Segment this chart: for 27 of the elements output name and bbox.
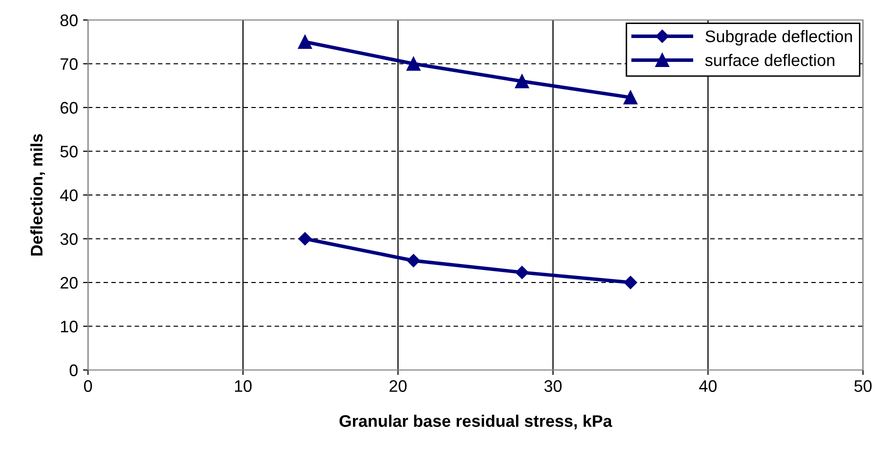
point xyxy=(624,90,638,104)
y-tick-label: 50 xyxy=(60,146,78,158)
point xyxy=(515,266,529,280)
point xyxy=(298,34,312,49)
point xyxy=(624,276,638,290)
y-tick-label: 40 xyxy=(60,189,78,202)
y-tick-label: 80 xyxy=(60,14,78,26)
point xyxy=(406,56,420,71)
legend-label: Subgrade deflection xyxy=(706,30,852,46)
y-tick-label: 0 xyxy=(70,364,78,376)
x-tick-label: 20 xyxy=(390,380,407,392)
y-tick-label: 20 xyxy=(60,276,78,289)
legend-label: surface deflection xyxy=(705,54,834,66)
x-tick-label: 10 xyxy=(235,380,252,392)
y-axis-title: Deflection, mils xyxy=(30,134,45,256)
x-tick-label: 30 xyxy=(544,380,562,392)
y-tick-label: 10 xyxy=(61,320,78,332)
x-tick-label: 40 xyxy=(699,380,717,392)
y-tick-label: 70 xyxy=(60,58,78,70)
point xyxy=(298,232,312,246)
x-tick-label: 50 xyxy=(854,380,872,392)
point xyxy=(515,74,529,88)
x-tick-label: 0 xyxy=(84,380,92,392)
point xyxy=(406,254,420,268)
y-tick-label: 30 xyxy=(60,233,78,245)
y-tick-label: 60 xyxy=(60,102,78,114)
x-axis-title: Granular base residual stress, kPa xyxy=(340,414,612,430)
